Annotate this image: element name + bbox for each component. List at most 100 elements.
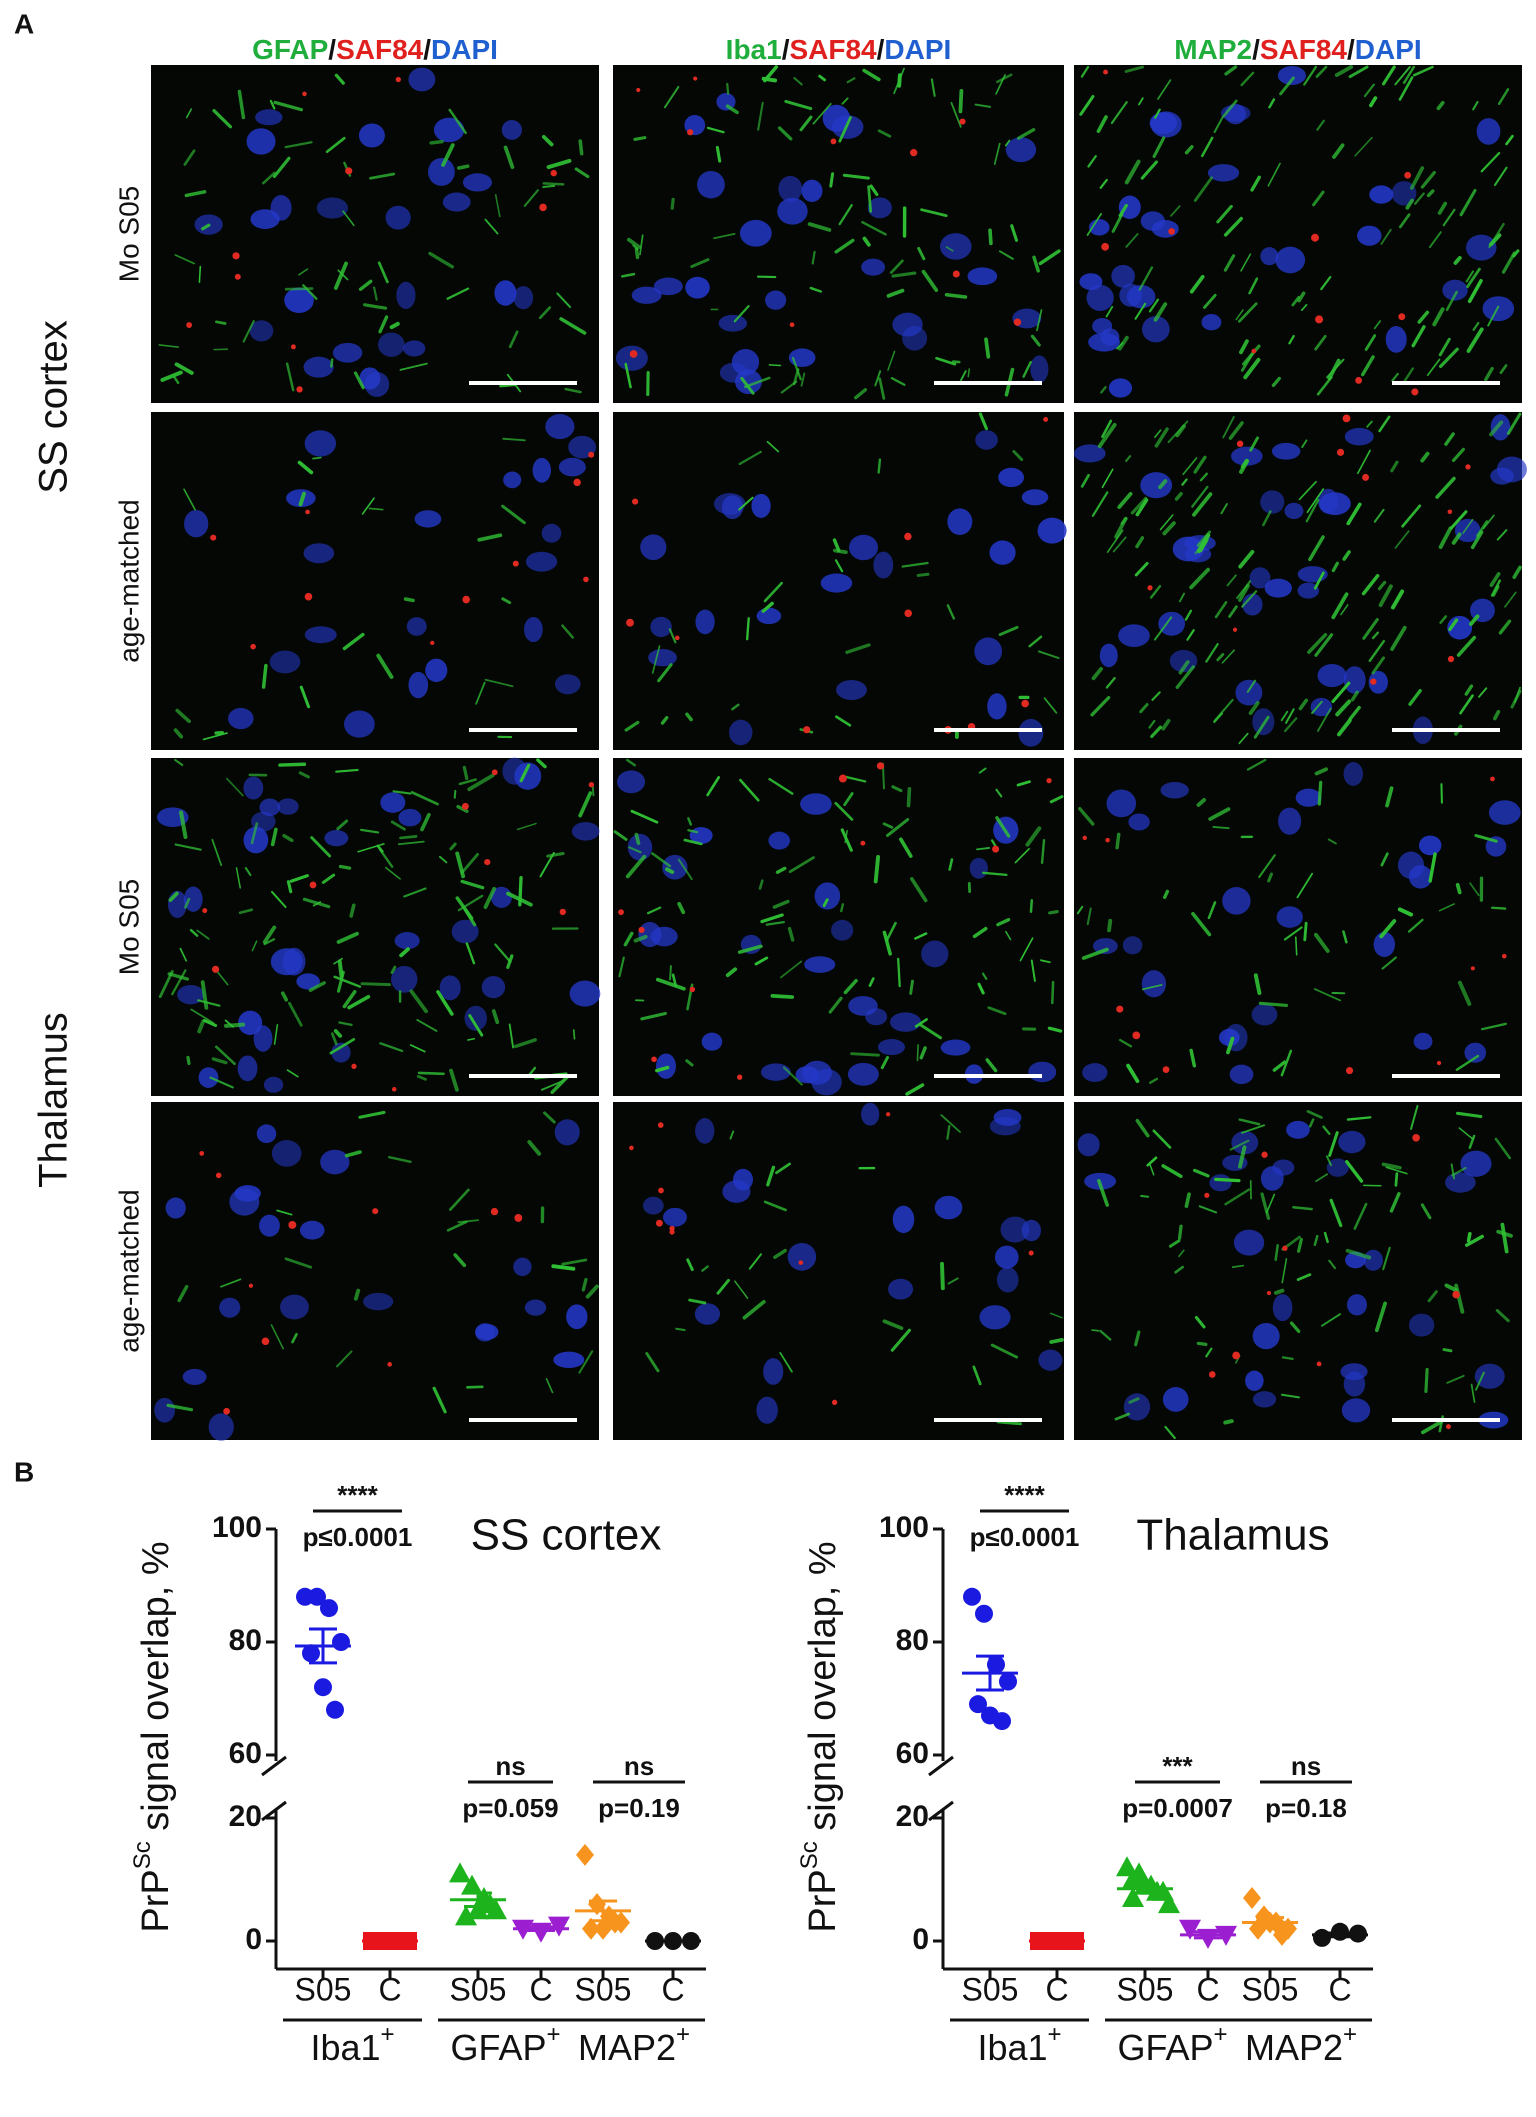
process (1080, 473, 1090, 488)
process (1117, 491, 1133, 509)
process (706, 126, 725, 134)
process (330, 358, 334, 368)
nucleus (631, 286, 662, 304)
process (800, 372, 806, 387)
process (1464, 684, 1474, 696)
nucleus (1229, 1064, 1254, 1085)
prp-dot (629, 350, 638, 358)
process (1373, 320, 1382, 330)
process (541, 134, 554, 147)
prp-dot (1370, 678, 1377, 685)
prp-dot (831, 1399, 838, 1406)
prp-dot (1116, 1005, 1124, 1013)
process (1135, 498, 1149, 517)
prp-dot (1046, 777, 1052, 784)
process (432, 1386, 447, 1414)
nucleus (873, 551, 894, 579)
prp-dot (1362, 473, 1370, 481)
prp-dot (1282, 1245, 1288, 1251)
process (768, 364, 782, 367)
process (1016, 780, 1031, 787)
process (1469, 882, 1480, 897)
process (1313, 1234, 1319, 1247)
data-point (1122, 1886, 1144, 1907)
process (475, 681, 486, 705)
process (1412, 65, 1434, 77)
process (1090, 696, 1111, 717)
process (874, 370, 882, 387)
process (1389, 1192, 1401, 1213)
process (1368, 639, 1386, 662)
process (1336, 718, 1352, 737)
process (338, 1021, 353, 1027)
process (1357, 449, 1371, 475)
process (559, 317, 587, 335)
process (1250, 175, 1261, 192)
process (556, 292, 572, 308)
process (184, 190, 207, 198)
process (1120, 517, 1128, 525)
prp-dot (1132, 1031, 1141, 1040)
process (1182, 457, 1198, 476)
process (1097, 1178, 1110, 1207)
process (291, 1332, 298, 1344)
process (1037, 650, 1060, 659)
process (417, 1071, 445, 1076)
process (623, 931, 634, 947)
prp-dot (539, 203, 547, 212)
data-point (963, 1587, 981, 1606)
significance: **** (337, 1480, 378, 1510)
data-point (993, 1712, 1011, 1731)
prp-dot (1261, 1151, 1268, 1158)
process (1148, 719, 1156, 729)
process (1111, 213, 1124, 233)
x-tick-label: S05 (1117, 1971, 1174, 2007)
process (1398, 76, 1414, 101)
process (1466, 1231, 1472, 1243)
prp-dot (210, 534, 217, 541)
x-tick-label: C (1328, 1971, 1351, 2007)
prp-dot (345, 167, 353, 175)
process (270, 1324, 285, 1350)
nucleus (219, 1297, 241, 1318)
process (1472, 100, 1479, 111)
process (477, 533, 503, 542)
nucleus (1028, 1061, 1057, 1083)
micrograph (613, 412, 1067, 750)
nucleus (814, 882, 841, 910)
process (1081, 947, 1109, 960)
process (519, 763, 531, 783)
process (1373, 508, 1385, 523)
process (1280, 1049, 1293, 1077)
process (1049, 1338, 1064, 1344)
nucleus (1162, 1387, 1189, 1412)
process (1220, 503, 1228, 515)
sem-bar (464, 1891, 492, 1909)
process (985, 1058, 998, 1073)
process (299, 685, 311, 709)
process (1125, 233, 1139, 248)
process (935, 356, 957, 366)
process (626, 758, 637, 767)
data-point (606, 1911, 624, 1934)
process (1051, 980, 1055, 1005)
header-part: Iba1 (726, 34, 782, 65)
process (158, 970, 174, 999)
process (1382, 1246, 1391, 1271)
prp-dot (1208, 1371, 1216, 1378)
prp-dot (1311, 233, 1319, 242)
nucleus (1000, 1216, 1030, 1243)
process (1390, 625, 1407, 651)
process (897, 957, 901, 988)
process (174, 758, 184, 767)
process (1455, 1111, 1483, 1119)
nucleus (763, 1358, 784, 1385)
process (738, 450, 762, 466)
nucleus (513, 1257, 532, 1277)
nucleus (165, 1197, 186, 1219)
nucleus (532, 457, 552, 483)
process (177, 1284, 189, 1303)
nucleus (849, 534, 879, 561)
process (701, 1265, 709, 1272)
process (628, 846, 642, 854)
